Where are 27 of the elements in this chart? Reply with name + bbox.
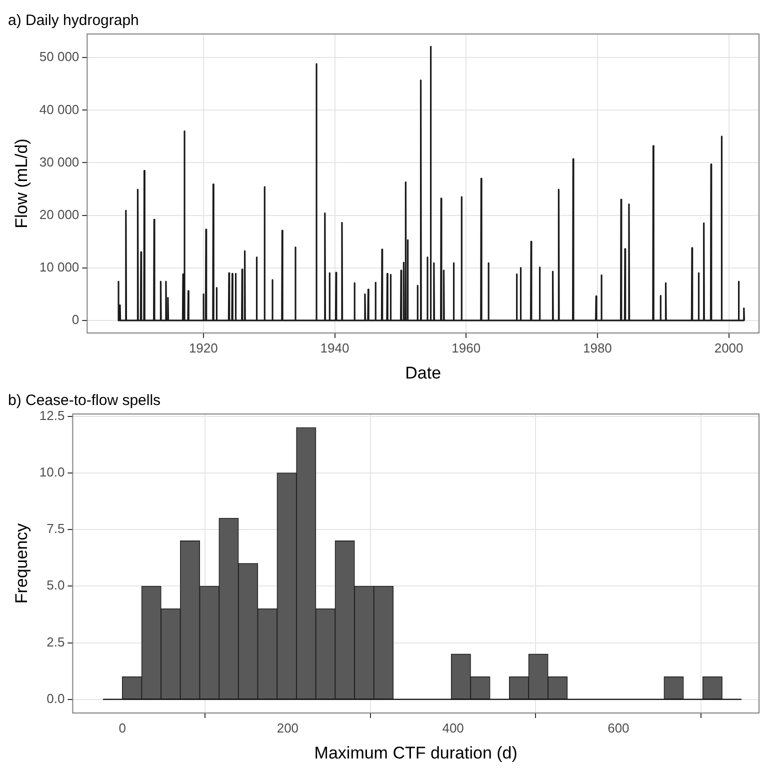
x-tick-label: 1980 bbox=[582, 340, 612, 356]
chart-title: b) Cease-to-flow spells bbox=[8, 392, 161, 410]
y-tick-label: 20 000 bbox=[39, 206, 80, 222]
y-tick-label: 5.0 bbox=[46, 578, 65, 593]
x-tick-label: 600 bbox=[608, 720, 630, 736]
y-tick-label: 30 000 bbox=[39, 154, 80, 170]
y-tick-label: 0.0 bbox=[46, 690, 65, 706]
y-tick-label: 10.0 bbox=[39, 464, 65, 480]
y-tick-label: 0 bbox=[72, 312, 80, 327]
x-tick-label: 1960 bbox=[452, 340, 481, 356]
x-axis-title: Maximum CTF duration (d) bbox=[314, 743, 518, 762]
y-tick-label: 7.5 bbox=[46, 521, 65, 536]
y-tick-label: 50 000 bbox=[39, 49, 80, 64]
x-tick-label: 200 bbox=[276, 720, 299, 736]
y-tick-label: 12.5 bbox=[39, 408, 65, 423]
chart-title: a) Daily hydrograph bbox=[8, 12, 139, 30]
y-axis-title: Frequency bbox=[12, 522, 31, 604]
x-tick-label: 400 bbox=[442, 720, 464, 736]
x-tick-label: 2000 bbox=[714, 340, 744, 356]
x-tick-label: 1920 bbox=[188, 340, 218, 356]
y-axis-title: Flow (mL/d) bbox=[12, 138, 31, 228]
y-tick-label: 10 000 bbox=[39, 259, 80, 274]
x-tick-label: 1940 bbox=[320, 340, 350, 356]
y-tick-label: 2.5 bbox=[46, 634, 65, 650]
x-tick-label: 0 bbox=[118, 720, 126, 736]
x-axis-title: Date bbox=[405, 363, 442, 382]
y-tick-label: 40 000 bbox=[39, 102, 80, 117]
